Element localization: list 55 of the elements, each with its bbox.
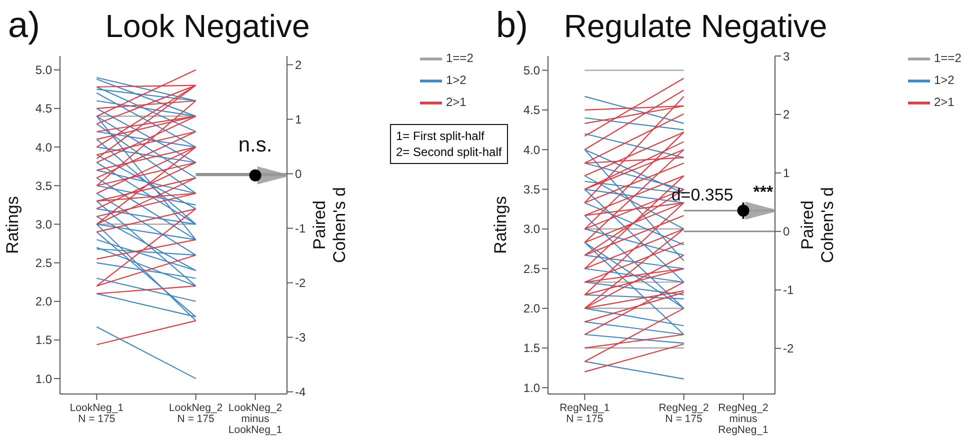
legend-label: 2>1: [446, 95, 466, 110]
y-tick-label: 4.0: [35, 140, 52, 154]
annotation: d=0.355: [671, 186, 734, 205]
x-tick-label: LookNeg_2 N = 175: [168, 402, 223, 425]
y2-tick-label: -2: [295, 276, 306, 290]
y-tick-label: 1.5: [523, 341, 540, 356]
y-tick-label: 3.5: [35, 178, 52, 193]
text: b): [496, 4, 528, 46]
legend-label: 1>2: [934, 73, 954, 88]
y-tick-label: 1.0: [523, 380, 540, 395]
y2-tick-label: 2: [295, 58, 302, 72]
x-tick-label: RegNeg_1 N = 175: [560, 402, 610, 425]
y2-tick-label: 1: [783, 166, 790, 180]
annotation: ***: [753, 182, 774, 202]
y2-tick-label: -3: [295, 330, 306, 345]
y-axis-title: Ratings: [3, 196, 22, 254]
y-tick-label: 3.5: [523, 182, 540, 197]
y2-tick-label: -4: [295, 385, 306, 400]
x-tick-label: LookNeg_2 minus LookNeg_1: [228, 402, 282, 436]
legend-label: 1>2: [446, 73, 466, 88]
chart-title: Look Negative: [104, 8, 311, 45]
y2-tick-label: 2: [783, 108, 790, 122]
y-tick-label: 4.5: [523, 103, 540, 118]
y2-tick-label: -2: [783, 342, 794, 356]
y2-tick-label: 1: [295, 112, 302, 126]
annotation: n.s.: [238, 133, 272, 156]
y-tick-label: 3.0: [35, 217, 52, 232]
y2-tick-label: 0: [295, 167, 302, 182]
y-tick-label: 5.0: [35, 63, 52, 78]
text: a): [8, 4, 40, 46]
y-tick-label: 2.5: [523, 262, 540, 276]
y2-tick-label: 0: [783, 224, 790, 239]
y-axis-title: Ratings: [491, 196, 510, 254]
chart-title: Regulate Negative: [562, 8, 828, 45]
y-tick-label: 4.5: [35, 102, 52, 116]
legend-label: 1==2: [934, 51, 962, 66]
x-tick-label: RegNeg_2 N = 175: [658, 402, 710, 425]
legend-label: 2>1: [934, 95, 954, 110]
y-tick-label: 3.0: [523, 222, 540, 236]
y-tick-label: 1.5: [35, 333, 52, 348]
y2-tick-label: 3: [783, 49, 790, 64]
y2-tick-label: -1: [295, 222, 306, 236]
y-tick-label: 1.0: [35, 372, 52, 386]
x-tick-label: LookNeg_1 N = 175: [70, 402, 124, 425]
y2-axis-title: Paired Cohen's d: [798, 186, 837, 264]
legend-label: 1==2: [446, 51, 474, 66]
text: 1= First split-half 2= Second split-half: [390, 124, 508, 164]
x-tick-label: RegNeg_2 minus RegNeg_1: [718, 402, 769, 436]
y-tick-label: 2.0: [35, 294, 52, 309]
y-tick-label: 2.5: [35, 256, 52, 270]
y-tick-label: 5.0: [523, 64, 540, 78]
y2-axis-title: Paired Cohen's d: [310, 186, 349, 264]
y2-tick-label: -1: [783, 283, 794, 298]
y-tick-label: 4.0: [523, 142, 540, 157]
y-tick-label: 2.0: [523, 302, 540, 316]
